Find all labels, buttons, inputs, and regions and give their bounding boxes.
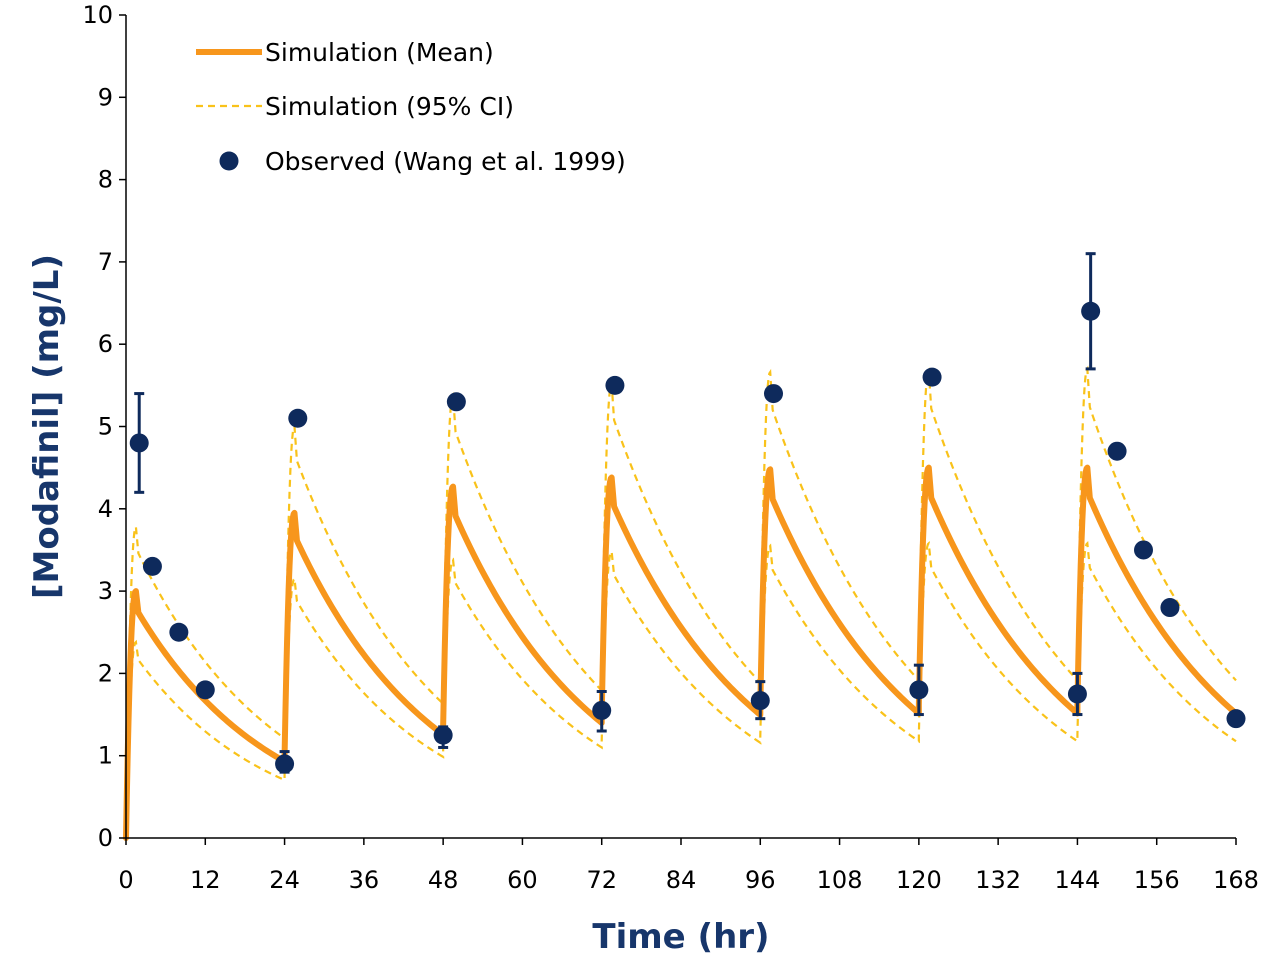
x-tick-label: 72	[586, 866, 617, 894]
observed-marker	[1107, 441, 1127, 461]
observed-marker	[1081, 301, 1101, 321]
observed-marker	[605, 375, 625, 395]
observed-point	[592, 690, 612, 733]
observed-point	[909, 663, 929, 717]
legend-item: Observed (Wang et al. 1999)	[219, 147, 626, 176]
legend-label: Simulation (Mean)	[265, 38, 494, 67]
observed-marker	[275, 754, 295, 774]
x-tick-label: 132	[975, 866, 1021, 894]
ci-lower-line	[124, 541, 1237, 839]
legend-swatch-observed	[219, 151, 239, 171]
x-tick-label: 144	[1055, 866, 1101, 894]
observed-marker	[433, 725, 453, 745]
legend-label: Simulation (95% CI)	[265, 92, 514, 121]
observed-point	[1067, 671, 1087, 717]
observed-points-layer	[129, 252, 1246, 774]
observed-point	[446, 392, 466, 412]
x-tick-label: 0	[118, 866, 133, 894]
observed-marker	[142, 556, 162, 576]
observed-point	[764, 384, 783, 404]
observed-marker	[195, 680, 215, 700]
observed-point	[142, 556, 162, 576]
x-tick-label: 96	[745, 866, 776, 894]
observed-marker	[909, 680, 929, 700]
x-tick-label: 120	[896, 866, 942, 894]
observed-marker	[764, 384, 783, 404]
mean-line	[123, 464, 1239, 841]
x-tick-label: 108	[817, 866, 863, 894]
x-tick-label: 168	[1213, 866, 1259, 894]
mean-line-layer	[123, 464, 1239, 841]
legend-item: Simulation (Mean)	[196, 38, 494, 67]
observed-point	[288, 408, 308, 428]
observed-marker	[1226, 709, 1246, 729]
y-tick-label: 1	[98, 742, 113, 770]
y-tick-label: 3	[98, 577, 113, 605]
observed-marker	[922, 367, 942, 387]
legend: Simulation (Mean) Simulation (95% CI) Obse…	[196, 38, 626, 176]
legend-label: Observed (Wang et al. 1999)	[265, 147, 626, 176]
observed-marker	[1067, 684, 1087, 704]
y-tick-label: 5	[98, 413, 113, 441]
observed-point	[922, 367, 942, 387]
y-tick-label: 8	[98, 166, 113, 194]
y-tick-label: 7	[98, 248, 113, 276]
y-axis-title: [Modafinil] (mg/L)	[27, 254, 67, 599]
observed-marker	[288, 408, 308, 428]
legend-item: Simulation (95% CI)	[196, 92, 514, 121]
observed-point	[1160, 598, 1180, 618]
x-tick-label: 24	[269, 866, 300, 894]
observed-marker	[1160, 598, 1180, 618]
y-tick-label: 0	[98, 824, 113, 852]
x-tick-label: 12	[190, 866, 221, 894]
y-tick-label: 6	[98, 330, 113, 358]
x-tick-label: 48	[428, 866, 459, 894]
observed-point	[195, 680, 215, 700]
y-tick-label: 10	[82, 1, 113, 29]
observed-point	[433, 725, 453, 749]
observed-marker	[169, 622, 189, 642]
x-tick-label: 60	[507, 866, 538, 894]
observed-point	[275, 750, 295, 774]
y-tick-label: 2	[98, 659, 113, 687]
x-tick-label: 36	[349, 866, 380, 894]
observed-point	[1107, 441, 1127, 461]
observed-point	[169, 622, 189, 642]
observed-point	[1134, 540, 1153, 560]
y-tick-label: 9	[98, 83, 113, 111]
observed-point	[129, 392, 149, 494]
observed-point	[1226, 709, 1246, 729]
x-tick-label: 84	[666, 866, 697, 894]
observed-point	[750, 680, 770, 721]
x-tick-label: 156	[1134, 866, 1180, 894]
observed-point	[605, 375, 625, 395]
y-tick-label: 4	[98, 495, 113, 523]
observed-marker	[750, 691, 770, 711]
x-axis-title: Time (hr)	[592, 917, 769, 957]
observed-point	[1081, 252, 1101, 371]
observed-marker	[446, 392, 466, 412]
observed-marker	[592, 700, 612, 720]
observed-marker	[129, 433, 149, 453]
observed-marker	[1134, 540, 1153, 560]
